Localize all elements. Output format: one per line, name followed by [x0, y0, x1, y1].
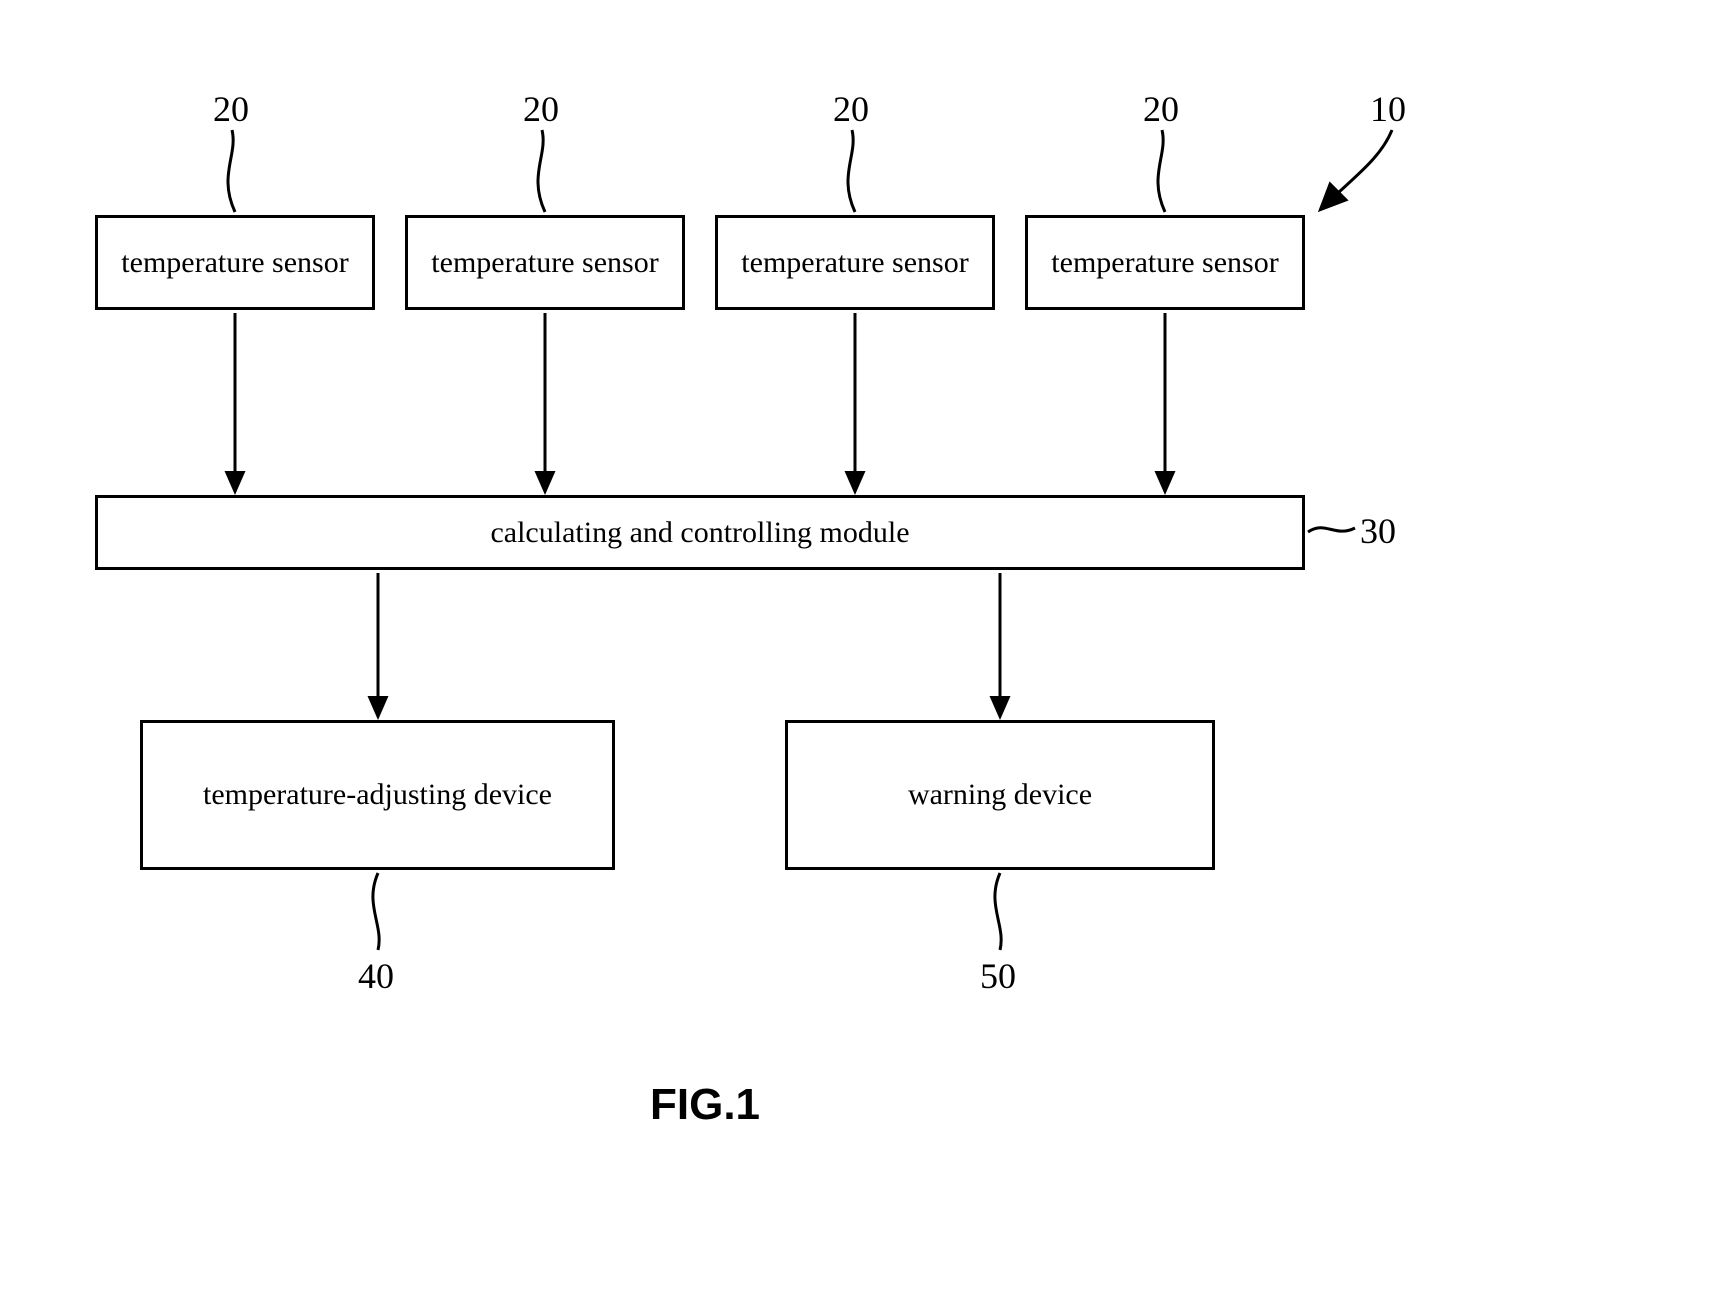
ref-label-10: 10: [1370, 88, 1406, 130]
block-label: calculating and controlling module: [490, 516, 909, 550]
block-calculating-controlling-module: calculating and controlling module: [95, 495, 1305, 570]
leader-20-2: [538, 130, 545, 212]
leader-50: [995, 873, 1001, 950]
block-label: temperature sensor: [431, 246, 658, 280]
block-temperature-sensor-1: temperature sensor: [95, 215, 375, 310]
block-label: temperature sensor: [741, 246, 968, 280]
leader-20-3: [848, 130, 855, 212]
block-label: warning device: [908, 778, 1092, 812]
block-label: temperature sensor: [121, 246, 348, 280]
block-warning-device: warning device: [785, 720, 1215, 870]
block-temperature-sensor-4: temperature sensor: [1025, 215, 1305, 310]
leader-30: [1308, 528, 1355, 532]
leader-40: [373, 873, 379, 950]
ref-label-20-2: 20: [523, 88, 559, 130]
block-temperature-adjusting-device: temperature-adjusting device: [140, 720, 615, 870]
block-label: temperature sensor: [1051, 246, 1278, 280]
leader-10-arrow: [1320, 130, 1392, 210]
ref-label-20-1: 20: [213, 88, 249, 130]
ref-label-50: 50: [980, 955, 1016, 997]
block-temperature-sensor-3: temperature sensor: [715, 215, 995, 310]
diagram-canvas: temperature sensor temperature sensor te…: [0, 0, 1732, 1300]
leader-20-4: [1158, 130, 1165, 212]
ref-label-40: 40: [358, 955, 394, 997]
ref-label-30: 30: [1360, 510, 1396, 552]
connector-overlay: [0, 0, 1732, 1300]
block-temperature-sensor-2: temperature sensor: [405, 215, 685, 310]
figure-label: FIG.1: [650, 1080, 760, 1130]
block-label: temperature-adjusting device: [203, 778, 552, 812]
ref-label-20-3: 20: [833, 88, 869, 130]
leader-20-1: [228, 130, 235, 212]
ref-label-20-4: 20: [1143, 88, 1179, 130]
